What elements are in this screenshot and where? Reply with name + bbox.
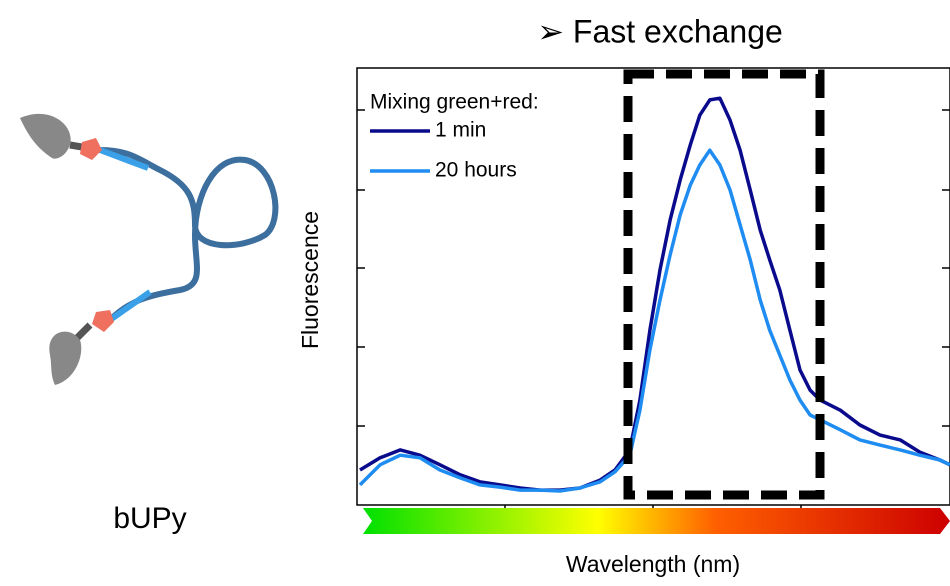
legend-label: 20 hours [435,159,517,182]
legend: 1 min 20 hours [370,119,517,182]
molecule-illustration [20,113,279,385]
chart-title: ➢ Fast exchange [537,13,783,49]
spectrum-arrow [363,508,950,534]
series-line [359,96,950,492]
legend-title: Mixing green+red: [370,91,539,114]
x-axis-label: Wavelength (nm) [566,551,740,577]
illustration-label: bUPy [113,502,186,535]
series-line [358,148,950,493]
y-axis-label: Fluorescence [297,211,323,349]
legend-label: 1 min [435,119,486,142]
plot-area [358,96,950,493]
highlight-box [623,69,825,500]
